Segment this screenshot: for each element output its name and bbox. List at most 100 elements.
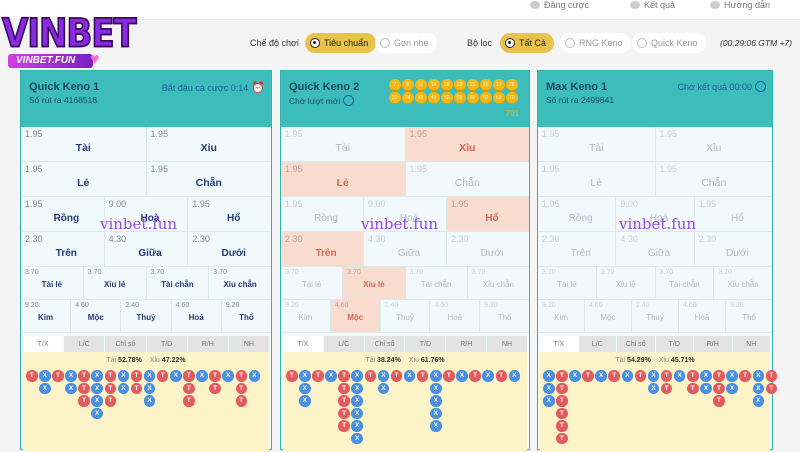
xiu-bead: X: [647, 370, 660, 382]
bet-label: Tài lẻ: [301, 280, 322, 289]
bet-option[interactable]: 1.95 Lẻ: [281, 162, 406, 196]
nav-guide[interactable]: Hướng dẫn: [710, 0, 770, 10]
tai-ratio: Tài 38.24%: [365, 356, 401, 364]
xiu-bead: X: [325, 370, 337, 382]
road-tab[interactable]: T/D: [405, 336, 446, 352]
bet-option[interactable]: 9.20 Thổ: [221, 300, 272, 332]
xiu-bead: X: [39, 370, 51, 382]
road-tab[interactable]: Chỉ số: [364, 336, 405, 352]
bet-option[interactable]: 1.95 Tài: [21, 127, 147, 161]
bet-option[interactable]: 4.60 Hoả: [171, 300, 222, 332]
tai-bead: T: [687, 382, 699, 394]
bet-option[interactable]: 1.95 Xỉu: [146, 127, 271, 161]
bet-option[interactable]: 1.95 Tài: [281, 127, 406, 161]
bet-option[interactable]: 3.70 Xỉu lẻ: [83, 267, 147, 299]
bet-option[interactable]: 4.60 Hoả: [430, 300, 481, 332]
bet-option[interactable]: 4.60 Mộc: [330, 300, 381, 332]
road-tab[interactable]: R/H: [446, 336, 487, 352]
bet-option[interactable]: 9.00 Hoà: [364, 197, 447, 231]
nav-bet[interactable]: Đăng cược: [530, 0, 589, 10]
road-tab[interactable]: R/H: [694, 336, 732, 352]
bet-option[interactable]: 1.95 Hổ: [447, 197, 529, 231]
bet-option[interactable]: 3.70 Xỉu lẻ: [343, 267, 406, 299]
bet-option[interactable]: 2.40 Thuỷ: [121, 300, 172, 332]
mode-standard-radio[interactable]: Tiêu chuẩn: [305, 33, 377, 53]
nav-results[interactable]: Kết quả: [630, 0, 675, 10]
road-tab[interactable]: T/X: [540, 336, 578, 352]
bet-option[interactable]: 2.40 Thuỷ: [632, 300, 679, 332]
road-tab[interactable]: NH: [487, 336, 527, 352]
bet-option[interactable]: 1.95 Xỉu: [655, 127, 772, 161]
tai-bead: T: [338, 382, 350, 394]
bet-option[interactable]: 3.70 Tài chẵn: [405, 267, 468, 299]
bet-option[interactable]: 1.95 Lẻ: [21, 162, 147, 196]
bet-option[interactable]: 2.40 Thuỷ: [380, 300, 431, 332]
bet-option[interactable]: 3.70 Tài chẵn: [655, 267, 715, 299]
bet-option[interactable]: 2.30 Trên: [538, 232, 617, 266]
road-tab[interactable]: T/X: [23, 336, 64, 352]
bet-option[interactable]: 1.95 Rồng: [538, 197, 617, 231]
bet-option[interactable]: 4.60 Mộc: [585, 300, 632, 332]
road-tab[interactable]: Chỉ số: [105, 336, 146, 352]
tai-bead: T: [209, 382, 221, 394]
drawn-ball: 7: [389, 79, 401, 91]
road-tab[interactable]: NH: [228, 336, 270, 352]
bet-option[interactable]: 3.70 Tài chẵn: [146, 267, 210, 299]
bet-label: Trên: [315, 248, 337, 259]
odds-value: 2.30: [698, 234, 717, 244]
bet-option[interactable]: 4.60 Mộc: [71, 300, 122, 332]
bet-option[interactable]: 1.95 Xỉu: [405, 127, 529, 161]
road-tab[interactable]: T/D: [146, 336, 187, 352]
bet-option[interactable]: 9.20 Thổ: [726, 300, 772, 332]
road-tab[interactable]: R/H: [187, 336, 228, 352]
bet-option[interactable]: 1.95 Hổ: [694, 197, 772, 231]
mode-compact-radio[interactable]: Gọn nhẹ: [375, 33, 437, 53]
road-column: X: [595, 370, 607, 444]
bet-option[interactable]: 1.95 Chẵn: [146, 162, 271, 196]
bet-option[interactable]: 4.60 Hoả: [679, 300, 726, 332]
bet-option[interactable]: 3.70 Xỉu chẵn: [714, 267, 772, 299]
bet-option[interactable]: 9.20 Kim: [21, 300, 72, 332]
road-tab[interactable]: Chỉ số: [617, 336, 655, 352]
bet-row-row6: 9.20 Kim 4.60 Mộc 2.40 Thuỷ 4.60 Hoả 9.20 Thổ: [21, 300, 272, 333]
bet-option[interactable]: 1.95 Chẵn: [405, 162, 529, 196]
road-tab[interactable]: NH: [732, 336, 770, 352]
bet-option[interactable]: 2.30 Dưới: [188, 232, 272, 266]
bet-option[interactable]: 4.30 Giữa: [364, 232, 447, 266]
tai-bead: T: [556, 432, 568, 444]
bet-option[interactable]: 3.70 Xỉu lẻ: [596, 267, 656, 299]
bet-option[interactable]: 2.30 Trên: [281, 232, 364, 266]
bet-option[interactable]: 1.95 Rồng: [21, 197, 105, 231]
bet-option[interactable]: 2.30 Dưới: [694, 232, 772, 266]
bet-option[interactable]: 9.20 Kim: [538, 300, 585, 332]
road-tab[interactable]: L/C: [64, 336, 105, 352]
bet-option[interactable]: 2.30 Trên: [21, 232, 105, 266]
bet-option[interactable]: 1.95 Lẻ: [538, 162, 656, 196]
road-tab[interactable]: T/X: [283, 336, 323, 352]
bet-option[interactable]: 9.00 Hoà: [616, 197, 695, 231]
bet-option[interactable]: 9.20 Thổ: [480, 300, 529, 332]
road-tab[interactable]: L/C: [323, 336, 364, 352]
filter-all-radio[interactable]: Tất Cả: [500, 33, 555, 53]
road-tab[interactable]: L/C: [578, 336, 616, 352]
bet-option[interactable]: 9.00 Hoà: [104, 197, 189, 231]
bet-option[interactable]: 3.70 Tài lẻ: [538, 267, 597, 299]
bead-road-panel: Tài 38.24% Xỉu 61.76% T X X X T X T T T T T X X X X X X T X X…: [283, 352, 527, 452]
bet-option[interactable]: 3.70 Tài lẻ: [21, 267, 84, 299]
bet-option[interactable]: 1.95 Hổ: [188, 197, 272, 231]
bet-option[interactable]: 3.70 Tài lẻ: [281, 267, 344, 299]
bet-option[interactable]: 4.30 Giữa: [616, 232, 695, 266]
bet-option[interactable]: 9.20 Kim: [281, 300, 331, 332]
filter-rng-radio[interactable]: RNG Keno: [560, 33, 631, 53]
road-tab[interactable]: T/D: [655, 336, 693, 352]
xiu-bead: X: [248, 370, 261, 382]
bet-option[interactable]: 3.70 Xỉu chẵn: [209, 267, 271, 299]
bet-option[interactable]: 1.95 Chẵn: [655, 162, 772, 196]
bet-option[interactable]: 2.30 Dưới: [447, 232, 529, 266]
bet-option[interactable]: 1.95 Tài: [538, 127, 656, 161]
filter-quick-radio[interactable]: Quick Keno: [632, 33, 706, 53]
xiu-bead: X: [222, 370, 234, 382]
bet-option[interactable]: 3.70 Xỉu chẵn: [467, 267, 529, 299]
bet-option[interactable]: 1.95 Rồng: [281, 197, 364, 231]
bet-option[interactable]: 4.30 Giữa: [104, 232, 189, 266]
